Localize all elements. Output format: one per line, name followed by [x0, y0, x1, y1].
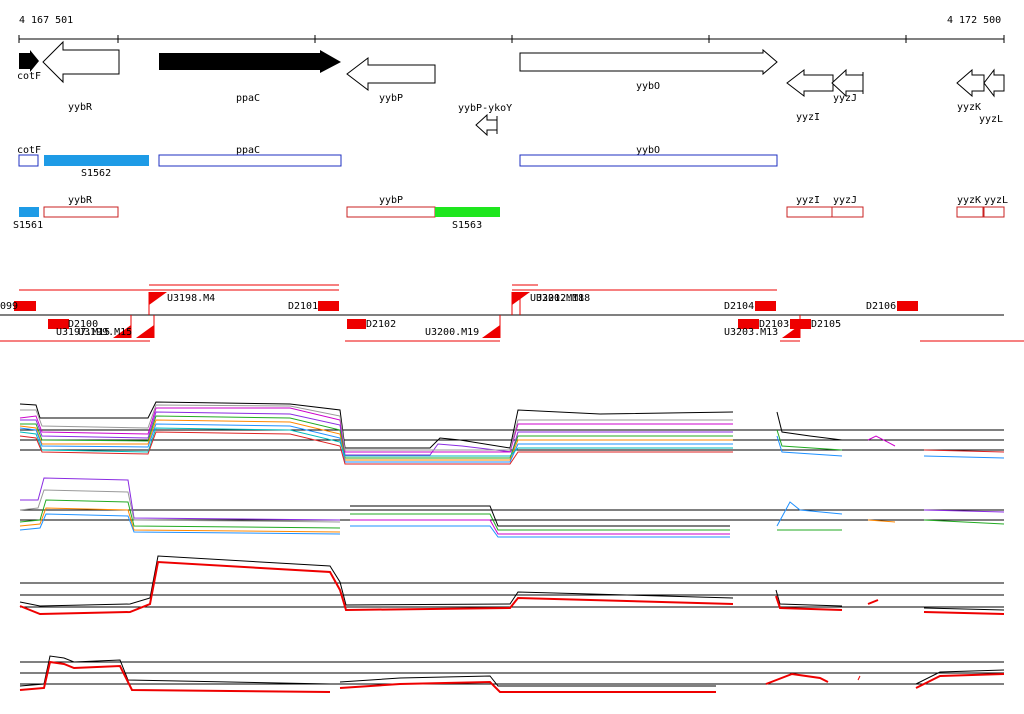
segment-label-U3199: U3199.M15: [78, 327, 132, 338]
blue-box-ppaC[interactable]: [158, 154, 342, 167]
gene-label-cotF: cotF: [17, 71, 41, 82]
segment-D2103[interactable]: [738, 319, 759, 329]
red-label-yyzI: yyzI: [796, 195, 820, 206]
segment-U3197-flag[interactable]: [113, 325, 131, 338]
gene-label-yyzL: yyzL: [979, 114, 1003, 125]
green-feature-S1563[interactable]: [435, 207, 500, 217]
expression-panel-3: [19, 555, 1005, 616]
gene-track: cotF yybR ppaC: [17, 40, 1005, 137]
label-S1561: S1561: [13, 220, 43, 231]
blue-label-ppaC: ppaC: [236, 145, 260, 156]
gene-arrow-yyzI[interactable]: [786, 68, 834, 98]
segment-label-U3203: U3203.M13: [724, 327, 778, 338]
blue-box-cotF[interactable]: [18, 154, 39, 167]
red-label-yyzK: yyzK: [957, 195, 981, 206]
segment-label-D2102: D2102: [366, 319, 396, 330]
start-coordinate: 4 167 501: [19, 15, 73, 26]
gene-arrow-yybR[interactable]: [42, 40, 120, 84]
blue-feature-track: cotF S1562 ppaC yybO: [17, 145, 778, 179]
red-box-yybP[interactable]: [346, 206, 436, 218]
segment-U3199-flag[interactable]: [136, 325, 154, 338]
segment-D2101[interactable]: [318, 301, 339, 311]
segment-D2100[interactable]: [48, 319, 69, 329]
red-box-yyzJ[interactable]: [831, 206, 864, 218]
gene-arrow-yybP-ykoY[interactable]: [475, 113, 498, 137]
gene-arrow-yybO[interactable]: [519, 48, 778, 76]
segment-D2102[interactable]: [347, 319, 366, 329]
label-S1563: S1563: [452, 220, 482, 231]
gene-arrow-cotF[interactable]: [19, 50, 39, 72]
blue-label-cotF: cotF: [17, 145, 41, 156]
red-box-yyzI[interactable]: [786, 206, 833, 218]
segment-U3200-flag[interactable]: [482, 325, 500, 338]
segment-label-D2099: 099: [0, 301, 18, 312]
coordinate-ruler: 4 167 501 4 172 500: [18, 15, 1005, 43]
expression-panel-1: [19, 401, 1005, 465]
gene-arrow-ppaC[interactable]: [159, 50, 341, 73]
blue-feature-S1562[interactable]: [44, 155, 149, 166]
segment-label-U3197: U3197.M15: [56, 327, 110, 338]
red-box-yyzL[interactable]: [983, 206, 1005, 218]
segment-label-D2104: D2104: [724, 301, 754, 312]
segment-label-U3200: U3200.M19: [425, 327, 479, 338]
segment-track: 099 D2101 D2104 D2106 U3198.M4 U3201.M18…: [0, 284, 1024, 342]
red-label-yybP: yybP: [379, 195, 403, 206]
end-coordinate: 4 172 500: [947, 15, 1001, 26]
gene-label-yyzJ: yyzJ: [833, 93, 857, 104]
gene-label-yybR: yybR: [68, 102, 93, 113]
gene-label-yyzK: yyzK: [957, 102, 981, 113]
segment-D2104[interactable]: [755, 301, 776, 311]
blue-label-yybO: yybO: [636, 145, 660, 156]
segment-label-D2103: D2103: [759, 319, 789, 330]
gene-label-yybO: yybO: [636, 81, 660, 92]
blue-feature-S1561[interactable]: [19, 207, 39, 217]
segment-label-U3198: U3198.M4: [167, 293, 215, 304]
red-label-yyzL: yyzL: [984, 195, 1008, 206]
red-label-yybR: yybR: [68, 195, 93, 206]
gene-label-yyzI: yyzI: [796, 112, 820, 123]
gene-arrow-yyzK[interactable]: [956, 68, 985, 98]
segment-label-U3202: U3202.M18: [536, 293, 590, 304]
expression-panel-4: [19, 655, 1005, 693]
gene-arrow-yybP-outline[interactable]: [346, 56, 436, 92]
red-box-yybR[interactable]: [43, 206, 119, 218]
segment-label-D2101: D2101: [288, 301, 318, 312]
segment-label-D2100: D2100: [68, 319, 98, 330]
blue-label-S1562: S1562: [81, 168, 111, 179]
gene-label-yybP-ykoY: yybP-ykoY: [458, 103, 512, 114]
red-box-yyzK[interactable]: [956, 206, 984, 218]
red-label-yyzJ: yyzJ: [833, 195, 857, 206]
segment-label-D2106: D2106: [866, 301, 896, 312]
gene-arrow-yyzL[interactable]: [983, 68, 1005, 98]
segment-U3203-flag[interactable]: [782, 325, 800, 338]
blue-box-yybO[interactable]: [519, 154, 778, 167]
gene-label-yybP: yybP: [379, 93, 403, 104]
segment-D2099[interactable]: [14, 301, 36, 311]
expression-panel-2: [19, 477, 1005, 538]
segment-label-U3201: U3201.M18: [530, 293, 584, 304]
segment-U3201-flag[interactable]: [512, 292, 530, 305]
segment-label-D2105: D2105: [811, 319, 841, 330]
segment-U3198-flag[interactable]: [149, 292, 167, 305]
gene-label-ppaC: ppaC: [236, 93, 260, 104]
red-feature-track: S1561 yybR yybP S1563 yyzI yyzJ yyzK yyz…: [13, 195, 1008, 231]
segment-D2106[interactable]: [897, 301, 918, 311]
gene-arrow-yyzJ[interactable]: [831, 68, 864, 98]
